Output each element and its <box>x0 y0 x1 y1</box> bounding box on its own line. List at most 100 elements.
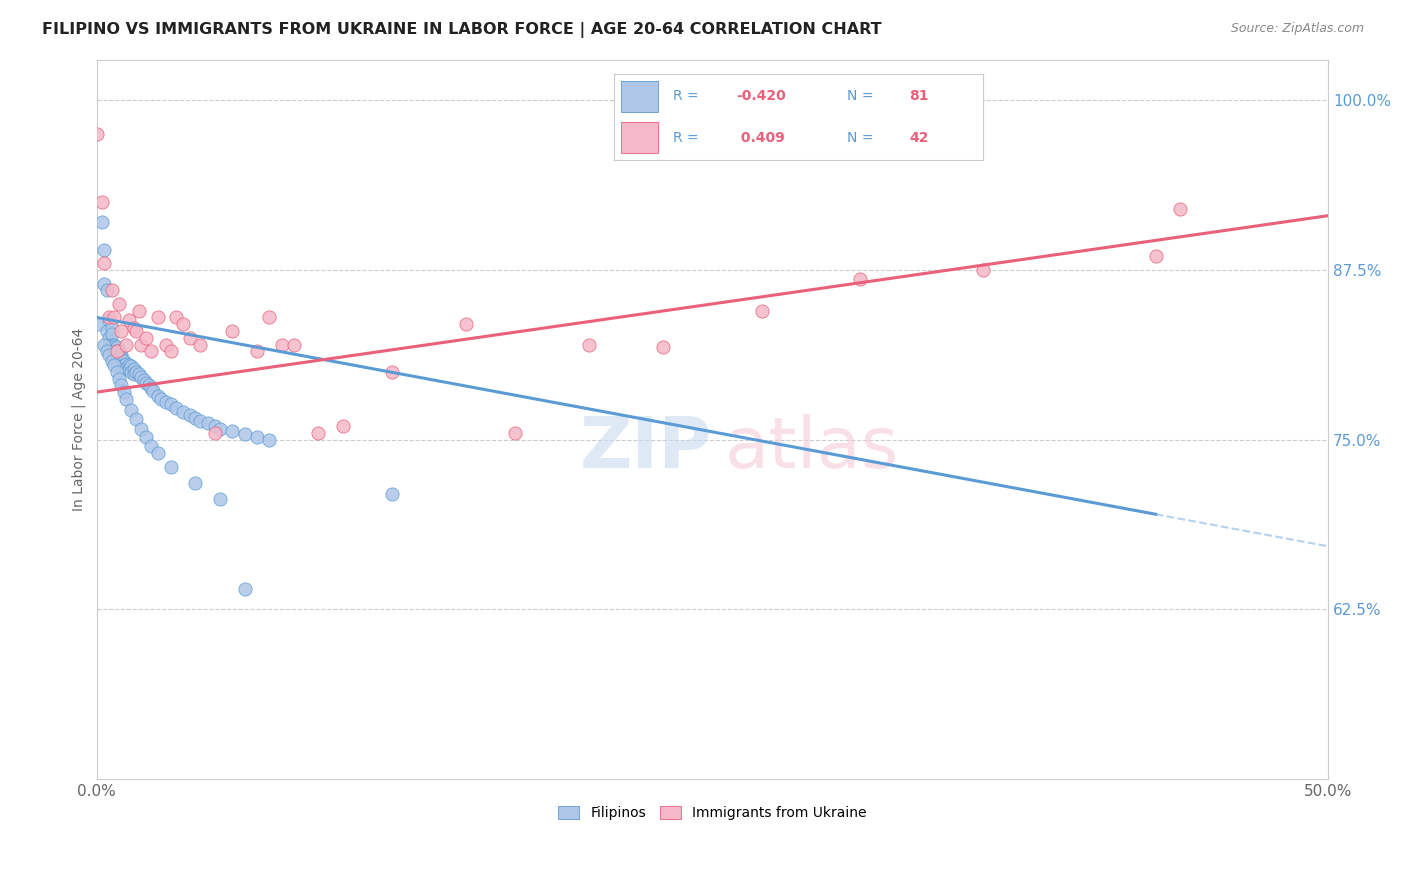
Point <box>165 310 187 325</box>
Point <box>204 425 226 440</box>
Point <box>233 582 256 596</box>
Point <box>100 321 122 335</box>
Point <box>179 408 201 422</box>
Point <box>105 344 128 359</box>
Point <box>96 283 118 297</box>
Point <box>246 344 269 359</box>
Point <box>849 272 872 286</box>
Point <box>122 362 145 376</box>
Point <box>90 195 112 210</box>
Point <box>165 401 187 416</box>
Point <box>120 359 142 374</box>
Point <box>103 358 125 372</box>
Point <box>128 303 150 318</box>
Y-axis label: In Labor Force | Age 20-64: In Labor Force | Age 20-64 <box>72 327 86 511</box>
Point <box>110 358 132 372</box>
Point <box>108 371 131 385</box>
Point <box>505 425 527 440</box>
Point <box>105 344 128 359</box>
Point <box>125 324 148 338</box>
Point <box>105 340 128 354</box>
Point <box>103 337 125 351</box>
Point <box>112 358 135 372</box>
Point <box>208 492 231 507</box>
Point <box>148 446 170 460</box>
Point <box>108 297 131 311</box>
Point <box>112 354 135 368</box>
Point <box>115 392 138 406</box>
Point <box>1170 202 1192 216</box>
Point <box>138 378 160 392</box>
Point <box>105 365 128 379</box>
Point <box>751 303 773 318</box>
Point <box>332 419 354 434</box>
Point <box>115 337 138 351</box>
Point <box>103 351 125 366</box>
Point <box>98 313 121 327</box>
Point <box>125 412 148 426</box>
Text: atlas: atlas <box>725 414 900 483</box>
Point <box>652 340 675 354</box>
Point <box>221 324 243 338</box>
Point <box>139 439 162 453</box>
Point <box>90 215 112 229</box>
Point <box>110 351 132 366</box>
Point <box>179 331 201 345</box>
Point <box>110 378 132 392</box>
Point <box>159 459 181 474</box>
Point <box>972 263 994 277</box>
Point <box>233 427 256 442</box>
Point <box>148 389 170 403</box>
Point <box>103 344 125 359</box>
Point <box>184 410 207 425</box>
Point <box>118 313 141 327</box>
Point <box>188 414 211 428</box>
Point <box>108 354 131 368</box>
Point <box>257 310 280 325</box>
Point <box>132 373 155 387</box>
Point <box>135 376 157 390</box>
Point <box>129 370 152 384</box>
Point <box>105 351 128 366</box>
Point <box>110 324 132 338</box>
Point <box>125 365 148 379</box>
Point <box>110 354 132 368</box>
Point <box>108 344 131 359</box>
Point <box>129 422 152 436</box>
Legend: Filipinos, Immigrants from Ukraine: Filipinos, Immigrants from Ukraine <box>553 801 872 826</box>
Point <box>139 381 162 395</box>
Point <box>578 337 600 351</box>
Point <box>96 344 118 359</box>
Point <box>112 385 135 400</box>
Point <box>381 487 404 501</box>
Point <box>103 340 125 354</box>
Point <box>257 433 280 447</box>
Point <box>98 337 121 351</box>
Point <box>115 357 138 371</box>
Text: ZIP: ZIP <box>581 414 713 483</box>
Point <box>129 337 152 351</box>
Point <box>148 310 170 325</box>
Point <box>221 425 243 439</box>
Point <box>98 349 121 363</box>
Point <box>93 277 115 291</box>
Point <box>139 344 162 359</box>
Point <box>118 358 141 372</box>
Point <box>128 368 150 382</box>
Text: FILIPINO VS IMMIGRANTS FROM UKRAINE IN LABOR FORCE | AGE 20-64 CORRELATION CHART: FILIPINO VS IMMIGRANTS FROM UKRAINE IN L… <box>42 22 882 38</box>
Point <box>172 318 194 332</box>
Point <box>120 365 142 379</box>
Point <box>118 362 141 376</box>
Point <box>100 337 122 351</box>
Point <box>208 422 231 436</box>
Point <box>135 331 157 345</box>
Point <box>197 417 219 431</box>
Point <box>246 430 269 444</box>
Point <box>159 344 181 359</box>
Point <box>122 321 145 335</box>
Point <box>184 476 207 491</box>
Point <box>110 349 132 363</box>
Point <box>188 337 211 351</box>
Point <box>100 326 122 341</box>
Point <box>122 368 145 382</box>
